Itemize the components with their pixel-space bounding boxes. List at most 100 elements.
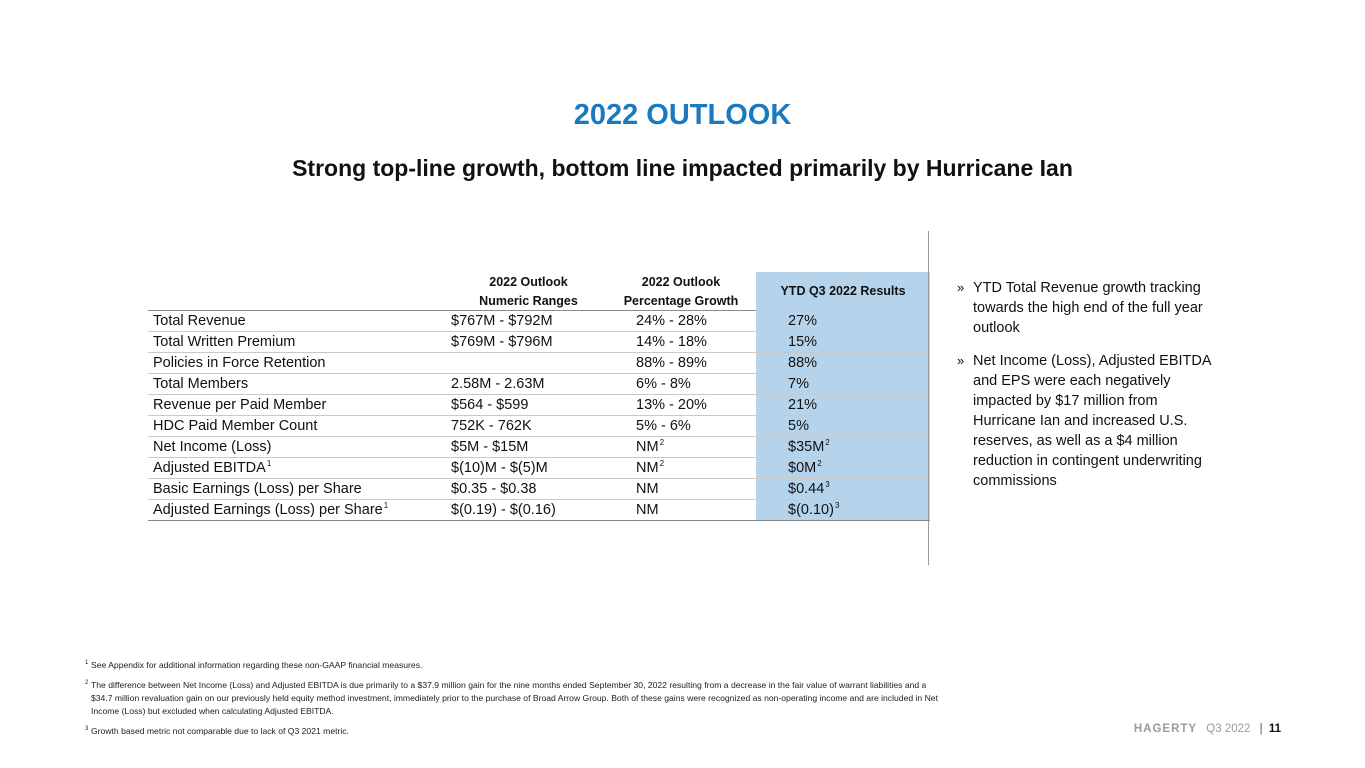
ytd-result-cell-text: $(0.10) xyxy=(788,502,834,518)
numeric-ranges-header-line2: Numeric Ranges xyxy=(451,291,606,311)
numeric-range-cell-text: $564 - $599 xyxy=(451,397,529,413)
chevron-double-right-icon: » xyxy=(957,353,965,368)
footnote-marker: 3 xyxy=(825,480,830,489)
footnote-number: 1 xyxy=(85,660,89,666)
metric-cell-text: Total Revenue xyxy=(153,313,246,329)
numeric-range-cell-text: $(0.19) - $(0.16) xyxy=(451,502,556,518)
numeric-range-cell-text: 2.58M - 2.63M xyxy=(451,376,545,392)
percentage-growth-cell-text: 5% - 6% xyxy=(636,418,691,434)
metric-header-line2 xyxy=(148,291,451,311)
metric-cell: Basic Earnings (Loss) per Share xyxy=(148,478,451,500)
page-title: 2022 OUTLOOK xyxy=(573,99,792,131)
numeric-range-cell: 752K - 762K xyxy=(451,415,606,437)
metric-cell: Revenue per Paid Member xyxy=(148,394,451,416)
percentage-growth-cell: 88% - 89% xyxy=(606,352,756,374)
bullet-text: Net Income (Loss), Adjusted EBITDA and E… xyxy=(973,353,1211,489)
footnote: 3 Growth based metric not comparable due… xyxy=(85,725,945,738)
metric-cell: Policies in Force Retention xyxy=(148,352,451,374)
footnote-marker: 3 xyxy=(834,501,840,510)
footer-separator: | xyxy=(1259,723,1263,735)
metric-cell: Net Income (Loss) xyxy=(148,436,451,458)
percentage-growth-cell: NM2 xyxy=(606,436,756,458)
ytd-result-cell: 7% xyxy=(756,373,930,395)
numeric-range-cell: $(10)M - $(5)M xyxy=(451,457,606,479)
footnote-marker: 2 xyxy=(825,438,830,447)
table-row: Total Revenue $767M - $792M 24% - 28% 27% xyxy=(148,310,930,332)
table-row: Adjusted EBITDA1 $(10)M - $(5)M NM 2 $0M2 xyxy=(148,457,930,479)
ytd-result-cell: $(0.10)3 xyxy=(756,499,930,521)
outlook-table-body: Total Revenue $767M - $792M 24% - 28% 27% To… xyxy=(148,310,930,521)
report-period: Q3 2022 xyxy=(1206,723,1251,735)
footnote-marker: 2 xyxy=(659,438,665,447)
percentage-growth-cell-text: 14% - 18% xyxy=(636,334,707,350)
footnote-number: 2 xyxy=(85,680,89,686)
percentage-growth-cell: 24% - 28% xyxy=(606,310,756,332)
metric-cell-text: Adjusted EBITDA xyxy=(153,460,266,476)
metric-cell-text: Net Income (Loss) xyxy=(153,439,272,455)
numeric-range-cell: $564 - $599 xyxy=(451,394,606,416)
page-subtitle: Strong top-line growth, bottom line impa… xyxy=(292,155,1073,181)
ytd-result-cell-text: 7% xyxy=(788,376,809,392)
ytd-result-cell-text: 27% xyxy=(788,312,818,329)
metric-cell: Adjusted Earnings (Loss) per Share1 xyxy=(148,499,451,521)
table-row: Total Members 2.58M - 2.63M 6% - 8% 7% xyxy=(148,373,930,395)
metric-cell-text: Policies in Force Retention xyxy=(153,355,326,371)
numeric-range-cell: $767M - $792M xyxy=(451,310,606,332)
footnote: 2 The difference between Net Income (Los… xyxy=(85,679,945,718)
percentage-growth-cell-text: NM xyxy=(636,439,659,455)
outlook-table: 2022 Outlook 2022 Outlook YTD Q3 2022 Re… xyxy=(148,272,930,521)
table-row: Adjusted Earnings (Loss) per Share1 $(0.1… xyxy=(148,499,930,521)
table-row: Total Written Premium $769M - $796M 14% - … xyxy=(148,331,930,353)
percentage-growth-cell: 14% - 18% xyxy=(606,331,756,353)
numeric-range-cell: 2.58M - 2.63M xyxy=(451,373,606,395)
ytd-result-cell: 21% xyxy=(756,394,930,416)
numeric-range-cell-text: $5M - $15M xyxy=(451,439,529,455)
numeric-range-cell: $769M - $796M xyxy=(451,331,606,353)
metric-cell-text: Basic Earnings (Loss) per Share xyxy=(153,481,362,497)
percentage-growth-cell: 6% - 8% xyxy=(606,373,756,395)
ytd-result-cell: 88% xyxy=(756,352,930,374)
metric-cell-text: Revenue per Paid Member xyxy=(153,397,327,413)
percentage-growth-cell-text: NM xyxy=(636,481,659,497)
metric-cell-text: HDC Paid Member Count xyxy=(153,418,318,434)
percentage-growth-cell-text: 24% - 28% xyxy=(636,313,707,329)
ytd-result-cell-text: 15% xyxy=(788,334,818,350)
percentage-growth-cell-text: NM xyxy=(636,460,659,476)
numeric-range-cell-text: $767M - $792M xyxy=(451,313,553,329)
table-row: Revenue per Paid Member $564 - $599 13% - … xyxy=(148,394,930,416)
footnote: 1 See Appendix for additional informatio… xyxy=(85,659,945,672)
table-row: Policies in Force Retention 88% - 89% 88% xyxy=(148,352,930,374)
ytd-result-cell-text: $35M xyxy=(788,439,825,455)
footnotes: 1 See Appendix for additional informatio… xyxy=(85,659,945,745)
metric-cell: Adjusted EBITDA1 xyxy=(148,457,451,479)
ytd-result-cell-text: $0.44 xyxy=(788,481,825,497)
footnote-marker: 2 xyxy=(817,459,822,468)
ytd-result-cell: $0.443 xyxy=(756,478,930,500)
footnote-text: The difference between Net Income (Loss)… xyxy=(91,680,938,716)
metric-cell: Total Written Premium xyxy=(148,331,451,353)
table-row: Net Income (Loss) $5M - $15M NM2 $35M2 xyxy=(148,436,930,458)
numeric-range-cell: $(0.19) - $(0.16) xyxy=(451,499,606,521)
percentage-growth-cell: NM xyxy=(606,478,756,500)
commentary-bullets: » YTD Total Revenue growth tracking towa… xyxy=(957,278,1222,504)
ytd-result-cell: $35M2 xyxy=(756,436,930,458)
table-row: Basic Earnings (Loss) per Share $0.35 - $… xyxy=(148,478,930,500)
metric-cell: Total Members xyxy=(148,373,451,395)
ytd-result-cell-text: 5% xyxy=(788,418,809,434)
ytd-results-header: YTD Q3 2022 Results xyxy=(756,272,930,311)
numeric-ranges-header-line1: 2022 Outlook xyxy=(489,274,568,289)
ytd-result-cell-text: 88% xyxy=(788,355,818,371)
ytd-result-cell-text: 21% xyxy=(788,397,818,413)
numeric-range-cell-text: $(10)M - $(5)M xyxy=(451,460,548,476)
metric-cell: HDC Paid Member Count xyxy=(148,415,451,437)
percentage-growth-cell: NM xyxy=(606,499,756,521)
metric-cell-text: Adjusted Earnings (Loss) per Share xyxy=(153,502,383,518)
ytd-result-cell: 15% xyxy=(756,331,930,353)
ytd-result-cell: $0M2 xyxy=(756,457,930,479)
percentage-growth-cell-text: 88% - 89% xyxy=(636,355,707,371)
percentage-growth-cell: 13% - 20% xyxy=(606,394,756,416)
percentage-growth-cell-text: NM xyxy=(636,502,659,518)
numeric-range-cell xyxy=(451,352,606,374)
numeric-range-cell-text: $0.35 - $0.38 xyxy=(451,481,537,497)
vertical-divider xyxy=(928,231,929,565)
